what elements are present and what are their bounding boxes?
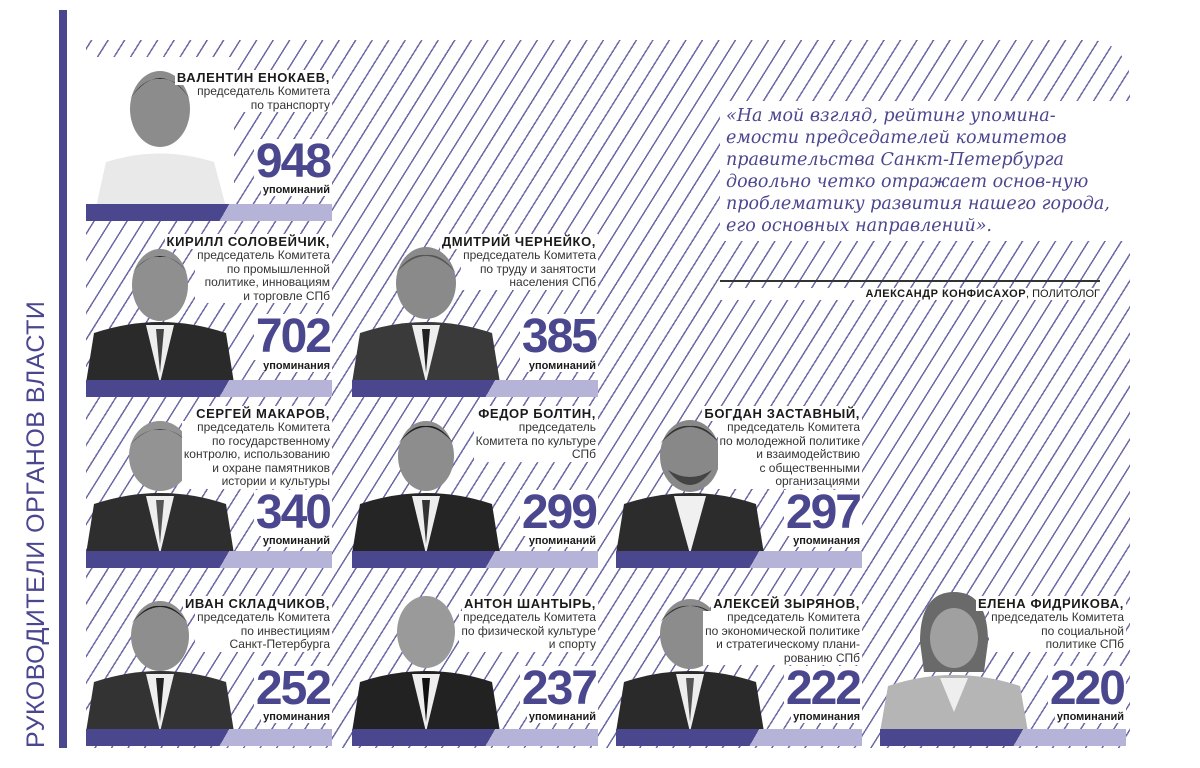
mentions-count: 237: [519, 662, 598, 715]
person-card-cherneyko: ДМИТРИЙ ЧЕРНЕЙКО, председатель Комитета …: [352, 230, 598, 397]
portrait-photo: [616, 404, 764, 554]
card-bar: [352, 551, 598, 568]
quote-author-role: , ПОЛИТОЛОГ: [1026, 288, 1100, 300]
person-card-makarov: СЕРГЕЙ МАКАРОВ, председатель Комитета по…: [86, 404, 332, 568]
person-name: БОГДАН ЗАСТАВНЫЙ,: [702, 406, 862, 421]
mentions-label: упоминаний: [526, 360, 598, 372]
quote-divider: [720, 280, 1100, 282]
portrait-photo: [86, 233, 234, 383]
card-bar: [352, 729, 598, 746]
mentions-count: 252: [253, 662, 332, 715]
portrait-photo: [352, 233, 500, 383]
portrait-photo: [352, 582, 500, 732]
side-title: РУКОВОДИТЕЛИ ОРГАНОВ ВЛАСТИ: [22, 300, 50, 748]
mentions-count: 299: [519, 486, 598, 539]
portrait-photo: [86, 404, 234, 554]
card-bar: [616, 729, 862, 746]
vertical-accent-bar: [59, 10, 67, 748]
card-bar: [86, 204, 332, 221]
mentions-count: 948: [253, 135, 332, 188]
portrait-photo: [880, 582, 1028, 732]
quote-text: «На мой взгляд, рейтинг упомина-емости п…: [720, 101, 1132, 241]
person-name: КИРИЛЛ СОЛОВЕЙЧИК,: [164, 234, 332, 249]
person-role: председатель Комитета по культуре СПб: [473, 420, 598, 462]
card-bar: [86, 729, 332, 746]
person-card-shantyr: АНТОН ШАНТЫРЬ, председатель Комитета по …: [352, 580, 598, 746]
card-bar: [616, 551, 862, 568]
person-name: ДМИТРИЙ ЧЕРНЕЙКО,: [439, 234, 598, 249]
person-role: председатель Комитета по социальной поли…: [989, 610, 1126, 652]
mentions-label: упоминаний: [526, 535, 598, 547]
person-card-fidrikova: ЕЛЕНА ФИДРИКОВА, председатель Комитета п…: [880, 580, 1126, 746]
person-name: СЕРГЕЙ МАКАРОВ,: [194, 406, 332, 421]
person-card-soloveychik: КИРИЛЛ СОЛОВЕЙЧИК, председатель Комитета…: [86, 230, 332, 397]
mentions-label: упоминания: [791, 535, 862, 547]
card-bar: [880, 729, 1126, 746]
portrait-photo: [352, 404, 500, 554]
person-role: председатель Комитета по государственном…: [181, 420, 332, 489]
person-role: председатель Комитета по инвестициям Сан…: [195, 610, 332, 652]
mentions-label: упоминания: [261, 360, 332, 372]
person-card-enokaev: ВАЛЕНТИН ЕНОКАЕВ, председатель Комитета …: [86, 57, 332, 221]
mentions-label: упоминаний: [1054, 711, 1126, 723]
person-role: председатель Комитета по физической куль…: [459, 610, 598, 652]
mentions-count: 702: [253, 310, 332, 363]
mentions-count: 222: [783, 662, 862, 715]
person-name: АНТОН ШАНТЫРЬ,: [461, 596, 598, 611]
card-bar: [352, 380, 598, 397]
person-name: ЕЛЕНА ФИДРИКОВА,: [976, 596, 1126, 611]
person-card-zastavny: БОГДАН ЗАСТАВНЫЙ, председатель Комитета …: [616, 404, 862, 568]
person-name: АЛЕКСЕЙ ЗЫРЯНОВ,: [711, 596, 862, 611]
card-bar: [86, 380, 332, 397]
mentions-label: упоминаний: [526, 711, 598, 723]
person-role: председатель Комитета по промышленной по…: [195, 248, 332, 303]
portrait-photo: [86, 582, 234, 732]
quote-author-name: АЛЕКСАНДР КОНФИСАХОР: [865, 288, 1027, 300]
person-role: председатель Комитета по транспорту: [195, 84, 332, 112]
person-name: ИВАН СКЛАДЧИКОВ,: [182, 596, 332, 611]
mentions-label: упоминания: [261, 711, 332, 723]
mentions-label: упоминаний: [260, 535, 332, 547]
mentions-count: 385: [519, 310, 598, 363]
mentions-count: 297: [783, 486, 862, 539]
person-card-boltin: ФЕДОР БОЛТИН, председатель Комитета по к…: [352, 404, 598, 568]
card-bar: [86, 551, 332, 568]
mentions-label: упоминаний: [260, 184, 332, 196]
person-role: председатель Комитета по экономической п…: [703, 610, 862, 665]
person-role: председатель Комитета по молодежной поли…: [717, 420, 862, 489]
person-name: ВАЛЕНТИН ЕНОКАЕВ,: [174, 70, 332, 85]
person-role: председатель Комитета по труду и занятос…: [461, 248, 598, 290]
mentions-label: упоминания: [791, 711, 862, 723]
person-card-skladchikov: ИВАН СКЛАДЧИКОВ, председатель Комитета п…: [86, 580, 332, 746]
quote-author: АЛЕКСАНДР КОНФИСАХОР, ПОЛИТОЛОГ: [720, 288, 1100, 300]
person-card-zyryanov: АЛЕКСЕЙ ЗЫРЯНОВ, председатель Комитета п…: [616, 580, 862, 746]
person-name: ФЕДОР БОЛТИН,: [476, 406, 598, 421]
mentions-count: 220: [1047, 662, 1126, 715]
mentions-count: 340: [253, 486, 332, 539]
